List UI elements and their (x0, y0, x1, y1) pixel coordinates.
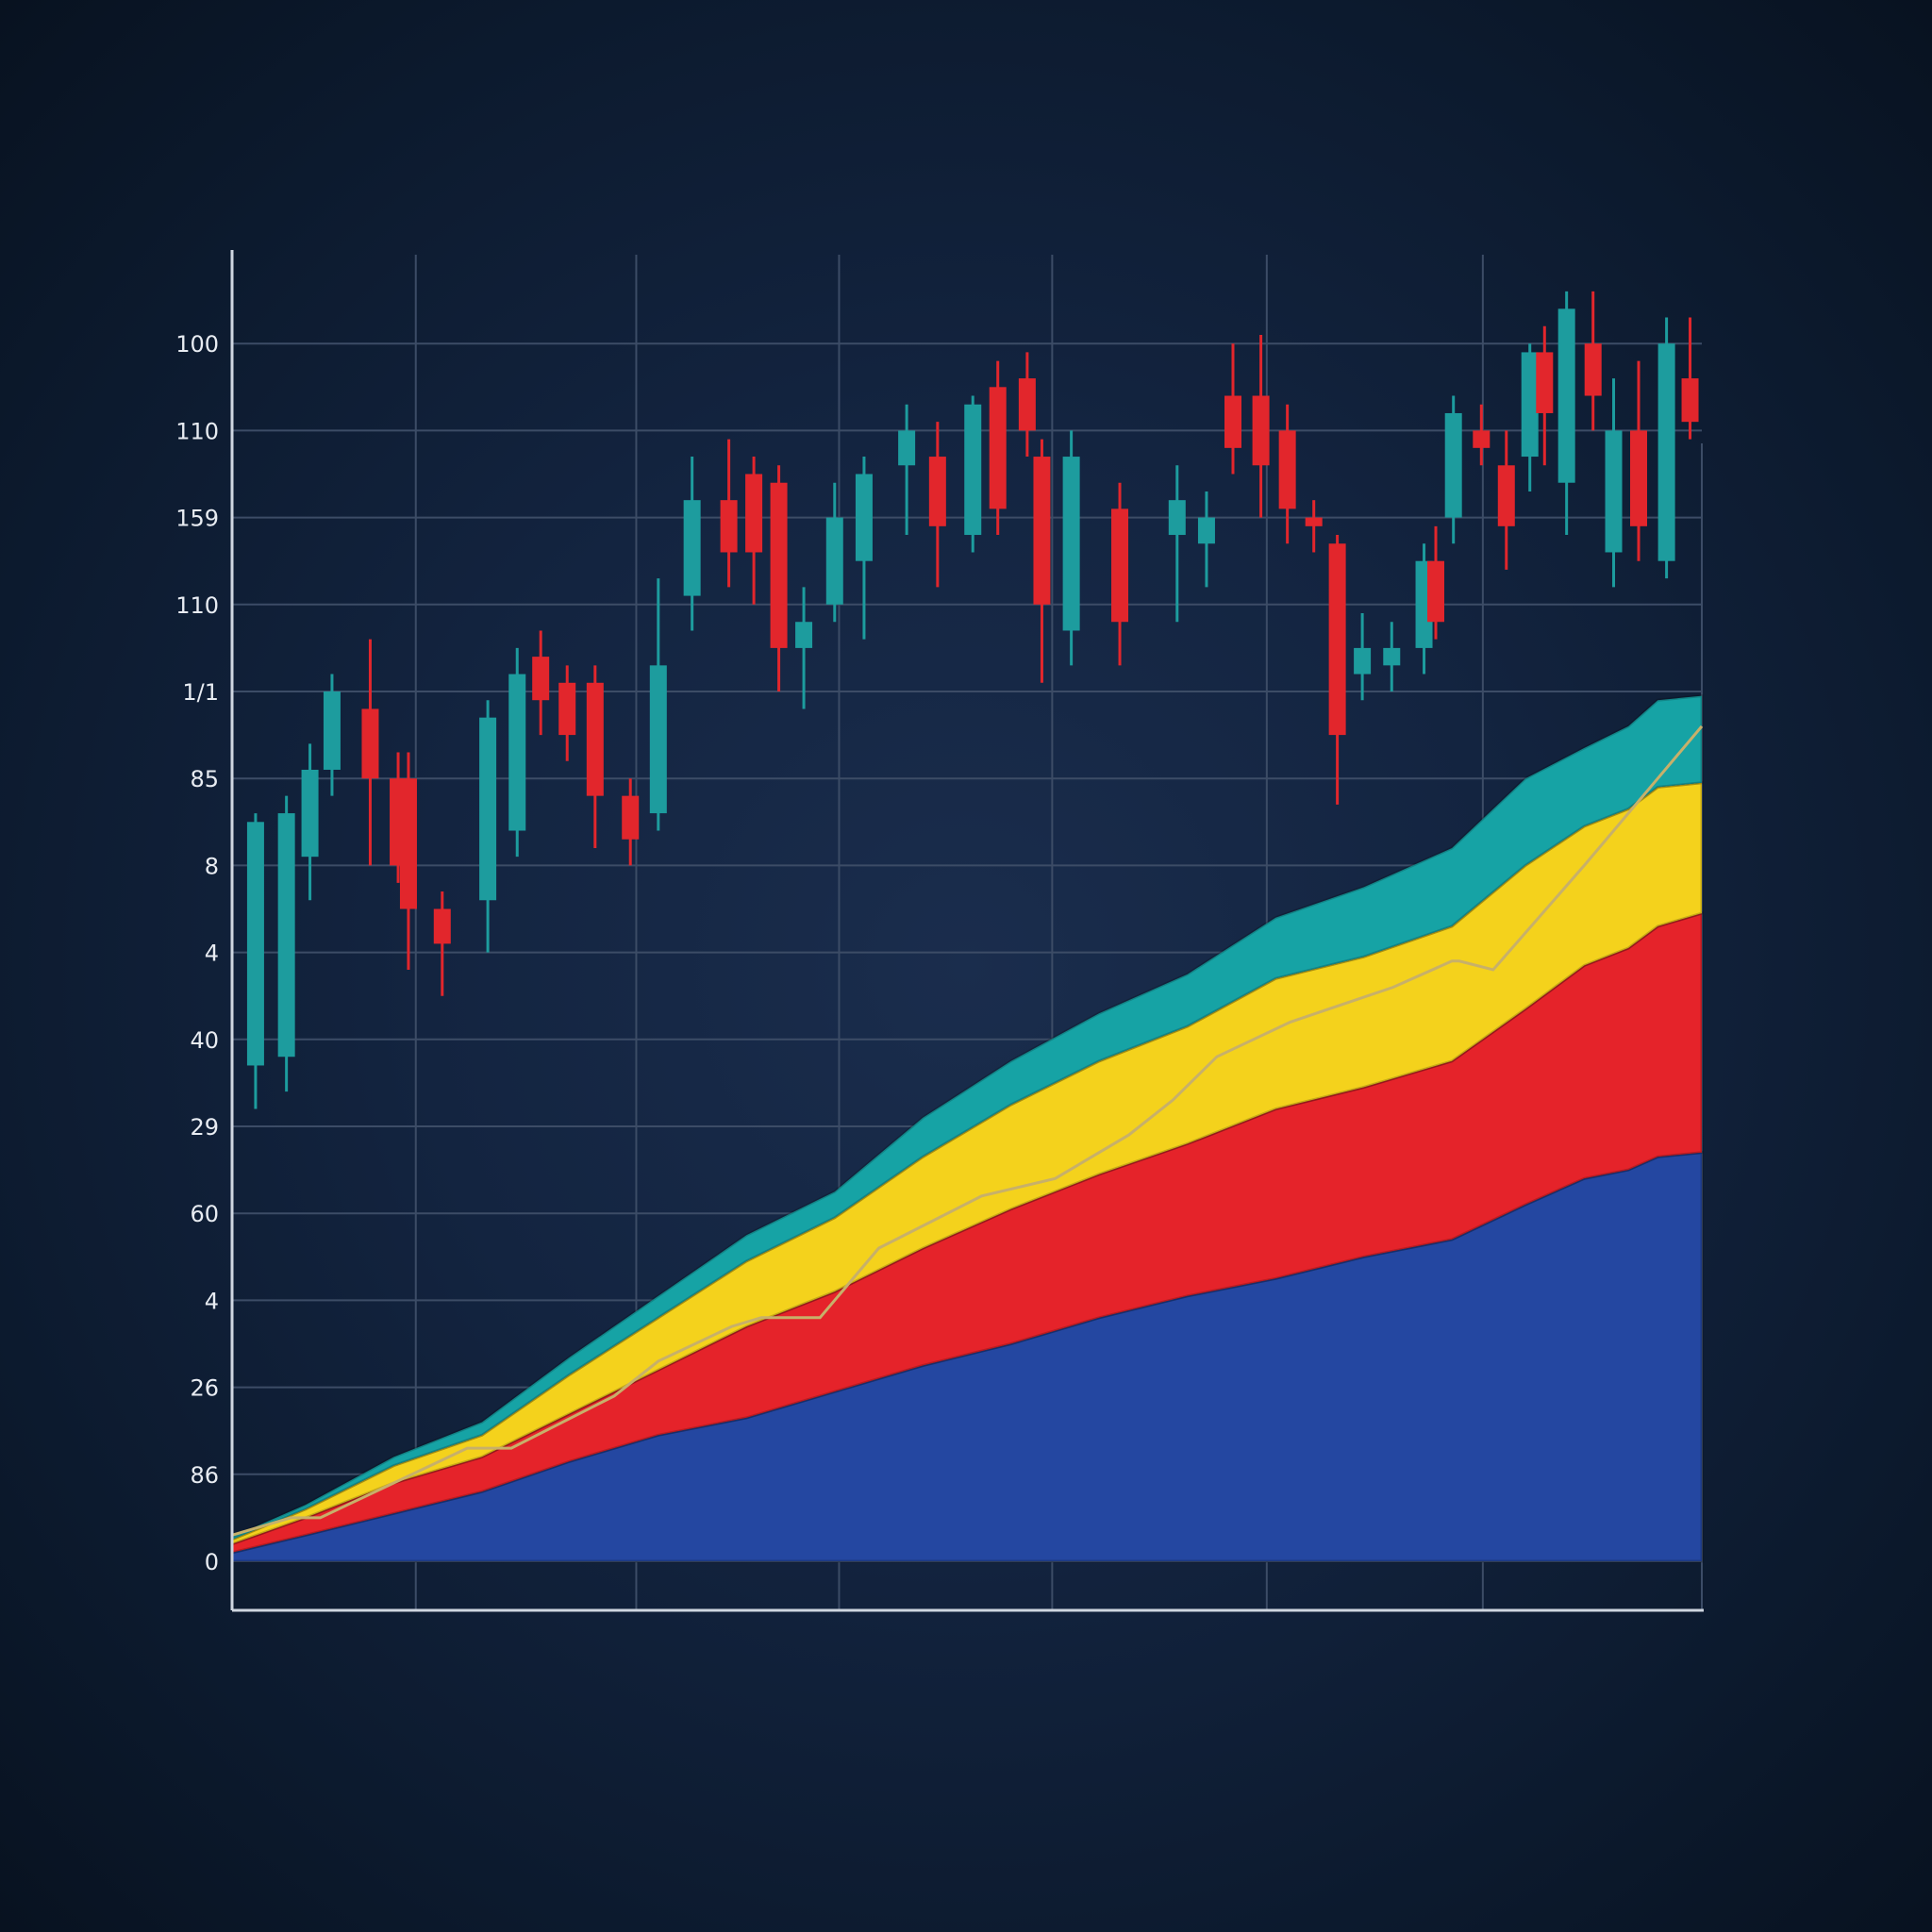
candle-body-down (532, 657, 550, 701)
candle-body-up (649, 665, 667, 814)
candle-body-down (586, 682, 604, 796)
candle-body-up (1354, 647, 1372, 675)
y-tick-label: 1/1 (182, 679, 219, 706)
candle-body-up (825, 517, 843, 605)
y-tick-label: 110 (175, 592, 219, 619)
candle-body-down (1473, 430, 1491, 448)
y-tick-label: 85 (190, 766, 219, 792)
candle-body-down (1497, 465, 1515, 526)
y-tick-label: 60 (190, 1201, 219, 1227)
candle-body-down (361, 708, 379, 779)
candle-body-down (1630, 430, 1648, 526)
y-tick-label: 86 (190, 1462, 219, 1489)
candle-body-down (622, 795, 640, 840)
candle-body-down (558, 682, 576, 736)
candle-body-down (928, 457, 946, 526)
candle-body-down (1278, 430, 1296, 509)
trend-line-layer (231, 724, 1704, 1537)
candle-body-down (399, 778, 417, 909)
y-tick-label: 8 (205, 853, 219, 879)
candle-body-down (770, 482, 788, 648)
trend-line (231, 724, 1704, 1537)
candle-body-up (323, 691, 341, 770)
candle-body-up (1444, 412, 1462, 518)
candle-body-down (433, 908, 451, 944)
candle-body-up (508, 674, 526, 831)
candle-body-up (1605, 430, 1623, 553)
candle-body-down (745, 474, 763, 553)
candle-body-down (1536, 352, 1554, 413)
candle-body-up (1168, 500, 1186, 536)
candle-body-down (1018, 378, 1036, 431)
y-tick-label: 100 (175, 331, 219, 358)
candle-body-up (964, 404, 982, 536)
area-band (230, 693, 1704, 1542)
y-tick-label: 4 (205, 941, 219, 967)
candle-body-up (301, 769, 319, 858)
y-tick-label: 159 (175, 506, 219, 532)
y-tick-label: 40 (190, 1027, 219, 1054)
candle-body-down (1033, 457, 1051, 605)
candle-body-up (277, 813, 295, 1058)
axis-layer (230, 250, 1704, 1612)
y-tick-label: 26 (190, 1375, 219, 1402)
candle-body-down (1252, 395, 1270, 466)
candle-body-up (898, 430, 916, 466)
candle-body-down (720, 500, 738, 553)
candlestick-layer (246, 291, 1699, 1109)
candle-body-down (1224, 395, 1241, 448)
candle-body-down (989, 387, 1007, 509)
area-band (230, 1151, 1704, 1563)
candle-body-down (1427, 560, 1445, 623)
y-tick-labels: 0 86 26 4 60 29 40 4 8 85 1/1 110 159 110 100 (175, 331, 219, 1575)
y-tick-label: 29 (190, 1114, 219, 1141)
area-band (230, 911, 1704, 1555)
candle-body-down (1584, 343, 1602, 396)
candle-body-up (683, 500, 701, 596)
stacked-area-layer (230, 693, 1704, 1563)
candle-body-up (1197, 517, 1215, 544)
y-tick-label: 0 (205, 1549, 219, 1575)
y-tick-label: 4 (205, 1288, 219, 1314)
candle-body-up (246, 822, 264, 1066)
candle-body-down (1681, 378, 1699, 423)
candle-body-up (1557, 308, 1575, 483)
y-tick-label: 110 (175, 418, 219, 444)
candle-body-up (479, 717, 497, 901)
candle-body-up (1521, 352, 1539, 458)
candle-body-up (1657, 343, 1675, 561)
candle-body-down (1328, 543, 1346, 736)
candle-body-up (1062, 457, 1080, 631)
candle-body-down (1305, 517, 1323, 526)
candle-body-down (1111, 508, 1129, 623)
candle-body-up (795, 622, 813, 648)
candle-body-up (1383, 647, 1401, 666)
candle-body-up (855, 474, 873, 561)
